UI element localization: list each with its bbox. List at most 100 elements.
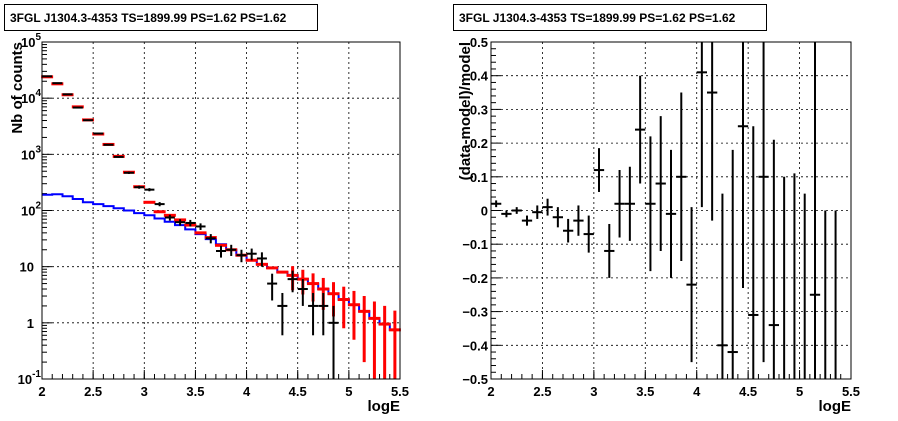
residual-point [686, 207, 697, 363]
residual-point [717, 193, 728, 379]
data-point [144, 188, 155, 192]
residual-plot [491, 42, 837, 379]
residual-point [696, 42, 707, 208]
y-tick-label: 103 [21, 144, 41, 162]
residual-title: 3FGL J1304.3-4353 TS=1899.99 PS=1.62 PS=… [459, 11, 736, 25]
residual-point [521, 215, 533, 226]
y-tick-exponent: 3 [35, 144, 41, 155]
residual-point [768, 139, 779, 379]
data-point [134, 185, 145, 189]
counts-grid [42, 42, 400, 379]
residual-point [604, 223, 615, 278]
model-point [347, 290, 360, 340]
residual-grid [491, 42, 851, 379]
residual-frame [490, 41, 852, 380]
y-tick-label: −0.5 [462, 372, 488, 387]
x-tick-label: 5 [345, 384, 352, 399]
data-point [328, 305, 339, 379]
data-point [195, 223, 206, 230]
y-tick-base: 10 [18, 372, 32, 387]
residual-y-tick-labels: −0.5 −0.4 −0.3 −0.2 −0.1 0 0.1 0.2 0.3 0.4 0.5 [462, 35, 488, 387]
y-tick-label: 0 [481, 204, 488, 219]
y-tick-label: 10-1 [18, 369, 42, 387]
counts-x-axis-label: logE [368, 398, 401, 415]
x-tick-label: 5.5 [391, 384, 409, 399]
residual-y-axis-label: (data-model)/model [457, 42, 474, 180]
y-tick-exponent: -1 [32, 369, 41, 380]
data-point [93, 132, 104, 135]
residual-point [737, 42, 749, 289]
x-tick-label: 4 [693, 384, 701, 399]
data-point [103, 143, 114, 146]
y-tick-exponent: 5 [35, 32, 41, 43]
model-point [378, 305, 391, 379]
residual-point [573, 205, 584, 236]
residual-point [552, 207, 563, 228]
data-point [236, 249, 247, 263]
data-point [308, 292, 319, 336]
counts-title-box [4, 4, 318, 31]
data-point [226, 244, 237, 256]
counts-y-axis-label: Nb of counts [9, 42, 26, 134]
residual-point [511, 207, 522, 214]
x-tick-label: 2 [487, 384, 494, 399]
data-point [83, 119, 94, 122]
x-tick-label: 2 [38, 384, 45, 399]
data-point [267, 273, 278, 301]
residual-point [542, 198, 553, 216]
residual-point [665, 149, 677, 278]
model-point [337, 286, 350, 329]
residual-point [645, 136, 656, 272]
y-tick-exponent: 2 [35, 201, 41, 212]
y-tick-label: 1 [27, 316, 34, 331]
y-tick-label: 0.4 [470, 69, 489, 84]
y-tick-label: −0.3 [462, 305, 488, 320]
data-point [113, 155, 124, 158]
residual-point [501, 210, 512, 218]
residual-point [748, 126, 759, 379]
x-tick-label: 2.5 [533, 384, 551, 399]
data-point [287, 270, 298, 293]
data-point [185, 219, 196, 227]
x-tick-label: 4.5 [289, 384, 307, 399]
residual-title-box [453, 4, 767, 31]
model-point [368, 301, 381, 379]
data-point [72, 106, 83, 109]
counts-frame [41, 41, 401, 380]
data-point [216, 245, 226, 258]
x-tick-label: 3.5 [186, 384, 204, 399]
residual-point [655, 116, 666, 251]
residual-point [491, 200, 502, 208]
y-tick-base: 10 [21, 35, 35, 50]
x-tick-label: 4 [243, 384, 251, 399]
residual-point [583, 215, 594, 253]
residual-point [809, 42, 821, 379]
counts-ticks [41, 41, 401, 380]
data-point [205, 234, 216, 244]
residual-ticks [490, 41, 852, 380]
x-tick-label: 3 [590, 384, 597, 399]
y-tick-label: 105 [21, 32, 41, 50]
model-point [388, 310, 401, 379]
data-point [246, 248, 257, 261]
x-tick-label: 2.5 [84, 384, 102, 399]
residual-point [635, 75, 646, 184]
data-point [297, 279, 308, 306]
counts-x-tick-labels: 2 2.5 3 3.5 4 4.5 5 5.5 [38, 384, 409, 399]
residual-point [593, 148, 605, 192]
y-tick-label: −0.1 [462, 237, 488, 252]
counts-title: 3FGL J1304.3-4353 TS=1899.99 PS=1.62 PS=… [10, 11, 287, 25]
y-tick-label: −0.2 [462, 271, 488, 286]
y-tick-label: 0.1 [470, 170, 488, 185]
y-tick-label: 10 [20, 260, 34, 275]
y-tick-label: 102 [21, 201, 41, 219]
y-tick-label: 0.2 [470, 136, 488, 151]
residual-point [563, 218, 574, 243]
x-tick-label: 3 [141, 384, 148, 399]
y-tick-base: 10 [21, 91, 35, 106]
counts-plot [41, 75, 401, 379]
